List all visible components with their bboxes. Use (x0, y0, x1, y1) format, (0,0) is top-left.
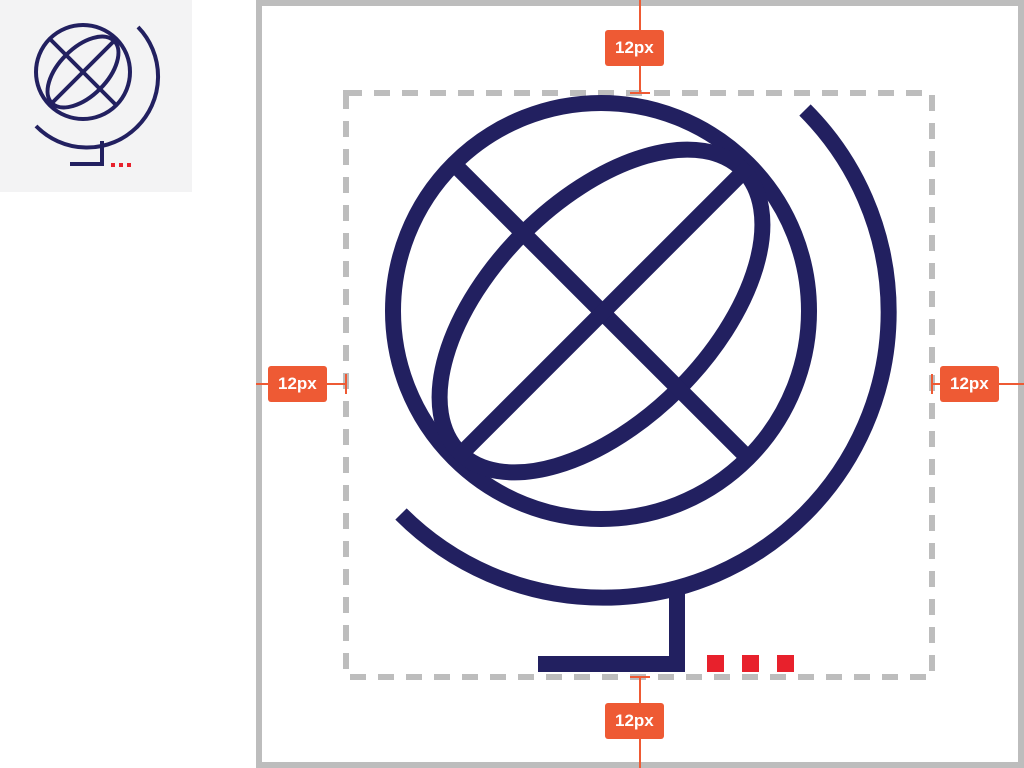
globe-stand-arc (395, 104, 897, 606)
padding-bottom-badge: 12px (605, 703, 664, 739)
padding-left-badge: 12px (268, 366, 327, 402)
padding-right-badge: 12px (940, 366, 999, 402)
globe-stand-arc (34, 25, 161, 150)
canvas-border (256, 0, 1024, 768)
globe-stand-base (538, 591, 685, 672)
globe-stand-base (70, 141, 104, 166)
icon-canvas-frame: 12px 12px 12px 12px (256, 0, 1024, 768)
globe-sphere (34, 23, 132, 121)
icon-preview-tile (0, 0, 192, 192)
spec-drawing (256, 0, 1024, 768)
indicator-dots (707, 655, 794, 672)
padding-top-badge: 12px (605, 30, 664, 66)
measurement-lines (256, 0, 1024, 768)
indicator-dots (111, 163, 131, 167)
globe-icon-small (34, 23, 161, 167)
globe-axis (453, 163, 752, 462)
globe-axis (48, 37, 118, 107)
globe-sphere (385, 95, 817, 527)
globe-icon-large (385, 95, 897, 672)
